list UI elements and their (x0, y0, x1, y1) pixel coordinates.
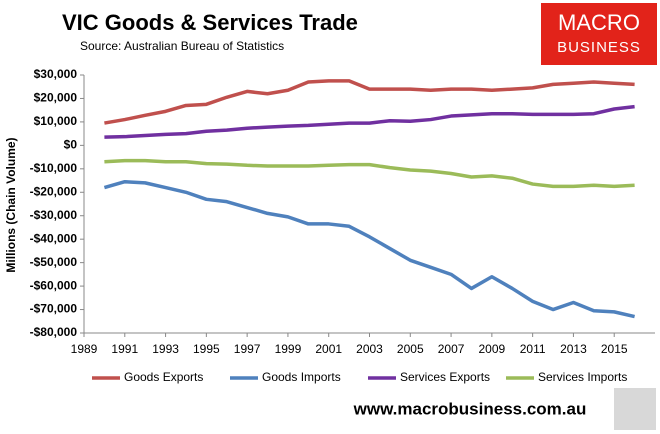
y-tick-label: -$50,000 (30, 255, 78, 269)
x-tick-label: 1995 (193, 342, 220, 356)
x-tick-label: 2013 (560, 342, 587, 356)
chart-subtitle: Source: Australian Bureau of Statistics (80, 39, 284, 53)
y-tick-label: -$40,000 (30, 231, 78, 245)
x-tick-label: 2005 (397, 342, 424, 356)
y-tick-label: -$30,000 (30, 208, 78, 222)
x-tick-label: 2011 (520, 342, 546, 356)
x-tick-label: 2001 (315, 342, 342, 356)
y-tick-label: -$80,000 (30, 325, 78, 339)
legend-label: Services Imports (538, 370, 627, 384)
y-tick-label: -$20,000 (30, 184, 78, 198)
y-tick-label: -$60,000 (30, 278, 78, 292)
logo-text: BUSINESS (557, 39, 641, 56)
x-tick-label: 1991 (111, 342, 138, 356)
y-axis-label: Millions (Chain Volume) (4, 137, 18, 272)
wolf-icon (614, 388, 656, 430)
legend-label: Goods Exports (124, 370, 203, 384)
y-tick-label: $20,000 (34, 91, 78, 105)
footer: www.macrobusiness.com.au (353, 399, 587, 418)
series-line (103, 179, 635, 319)
x-tick-label: 2007 (438, 342, 465, 356)
chart-title: VIC Goods & Services Trade (62, 10, 358, 35)
x-tick-label: 1999 (275, 342, 302, 356)
legend-label: Goods Imports (262, 370, 341, 384)
x-tick-label: 2009 (479, 342, 506, 356)
y-tick-label: -$70,000 (30, 302, 78, 316)
logo-box (541, 3, 657, 65)
y-tick-label: -$10,000 (30, 161, 78, 175)
y-tick-label: $10,000 (34, 114, 78, 128)
series-line (104, 104, 635, 139)
logo-text: MACRO (558, 10, 640, 35)
series-line (104, 158, 635, 189)
x-tick-label: 1993 (152, 342, 179, 356)
y-tick-label: $0 (64, 138, 78, 152)
x-tick-label: 2003 (356, 342, 383, 356)
x-tick-label: 2015 (601, 342, 628, 356)
y-tick-label: $30,000 (34, 67, 78, 81)
legend-label: Services Exports (400, 370, 490, 384)
x-tick-label: 1997 (234, 342, 261, 356)
series-line (104, 79, 635, 125)
x-tick-label: 1989 (71, 342, 98, 356)
